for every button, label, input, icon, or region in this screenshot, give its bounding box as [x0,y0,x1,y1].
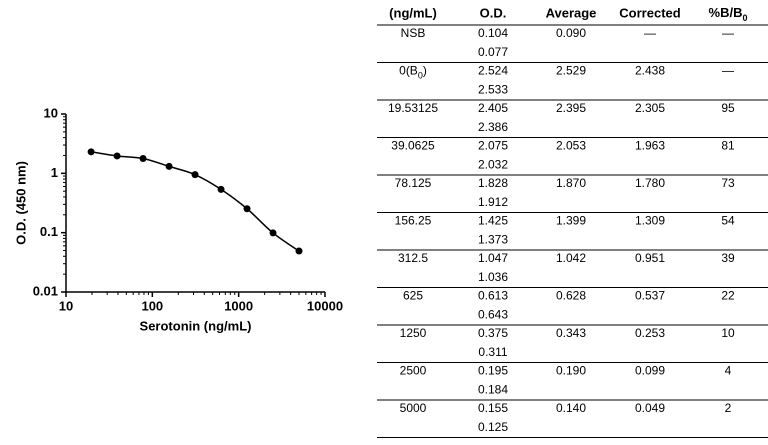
column-header: O.D. [480,5,507,20]
data-point [243,205,251,213]
y-tick-label: 10 [44,105,58,120]
column-header: Average [546,5,597,20]
y-tick-label: 1 [51,165,58,180]
concentration: 2500 [400,364,427,378]
od-value: 0.311 [478,345,507,359]
concentration-text: ) [423,64,427,78]
average: 0.090 [556,26,586,40]
corrected: 0.049 [635,401,665,415]
od-value: 2.075 [478,139,508,153]
od-value: 0.195 [478,364,508,378]
x-axis-title: Serotonin (ng/mL) [140,318,252,333]
percent-bound: 10 [721,326,735,340]
concentration: 625 [403,289,423,303]
corrected: 2.305 [635,101,665,115]
percent-bound: 4 [725,364,732,378]
od-value: 2.032 [478,158,508,172]
percent-bound: 95 [721,101,735,115]
concentration: 39.0625 [391,139,435,153]
od-value: 0.613 [478,289,508,303]
percent-bound: — [722,26,734,40]
concentration: 156.25 [395,214,432,228]
data-point [217,185,225,193]
data-point [139,154,147,162]
average: 0.190 [556,364,586,378]
y-axis-title: O.D. (450 nm) [13,161,28,245]
data-point [87,148,95,156]
corrected: 1.963 [635,139,665,153]
od-value: 1.373 [478,233,508,247]
data-point [113,152,121,160]
percent-bound: — [722,64,734,78]
concentration: NSB [401,26,426,40]
od-value: 0.104 [478,26,508,40]
od-value: 2.533 [478,83,508,97]
curve [90,151,300,252]
od-value: 1.047 [478,251,508,265]
concentration: 0(B0) [399,64,427,81]
data-point [191,171,199,179]
y-tick-label: 0.01 [33,283,58,298]
od-value: 0.077 [478,45,508,59]
x-tick-label: 1000 [224,298,253,313]
od-value: 0.125 [478,420,508,434]
od-value: 0.375 [478,326,508,340]
concentration: 5000 [400,401,427,415]
average: 2.529 [556,64,586,78]
average: 1.042 [556,251,586,265]
od-value: 2.524 [478,64,508,78]
od-value: 2.405 [478,101,508,115]
od-value: 1.912 [478,195,508,209]
od-value: 2.386 [478,120,508,134]
concentration-sub: 0 [418,71,423,81]
column-header: %B/B0 [709,5,748,23]
x-tick-label: 100 [141,298,163,313]
od-value: 0.184 [478,383,508,397]
data-point [295,247,303,255]
od-value: 1.036 [478,270,508,284]
average: 0.343 [556,326,586,340]
corrected: 0.253 [635,326,665,340]
x-tick-label: 10 [59,298,73,313]
corrected: 1.780 [635,176,665,190]
average: 1.399 [556,214,586,228]
percent-bound: 39 [721,251,735,265]
average: 2.395 [556,101,586,115]
concentration-text: 0(B [399,64,418,78]
average: 2.053 [556,139,586,153]
od-value: 0.643 [478,308,508,322]
y-tick-label: 0.1 [40,224,58,239]
percent-bound: 81 [721,139,735,153]
od-value: 0.155 [478,401,508,415]
concentration: 1250 [400,326,427,340]
corrected: 0.951 [635,251,665,265]
corrected: 0.537 [635,289,665,303]
column-header: (ng/mL) [389,5,437,20]
average: 0.628 [556,289,586,303]
concentration: 19.53125 [388,101,438,115]
average: 0.140 [556,401,586,415]
percent-bound: 54 [721,214,735,228]
percent-bound: 2 [725,401,732,415]
data-point [165,162,173,170]
corrected: 0.099 [635,364,665,378]
concentration: 78.125 [395,176,432,190]
column-header: Corrected [619,5,680,20]
column-header-text: %B/B [709,5,743,20]
x-tick-label: 10000 [307,298,343,313]
percent-bound: 22 [721,289,735,303]
corrected: 1.309 [635,214,665,228]
column-header-sub: 0 [742,13,747,23]
corrected: — [644,26,656,40]
data-point [269,229,277,237]
percent-bound: 73 [721,176,735,190]
corrected: 2.438 [635,64,665,78]
concentration: 312.5 [398,251,428,265]
average: 1.870 [556,176,586,190]
od-value: 1.425 [478,214,508,228]
od-value: 1.828 [478,176,508,190]
